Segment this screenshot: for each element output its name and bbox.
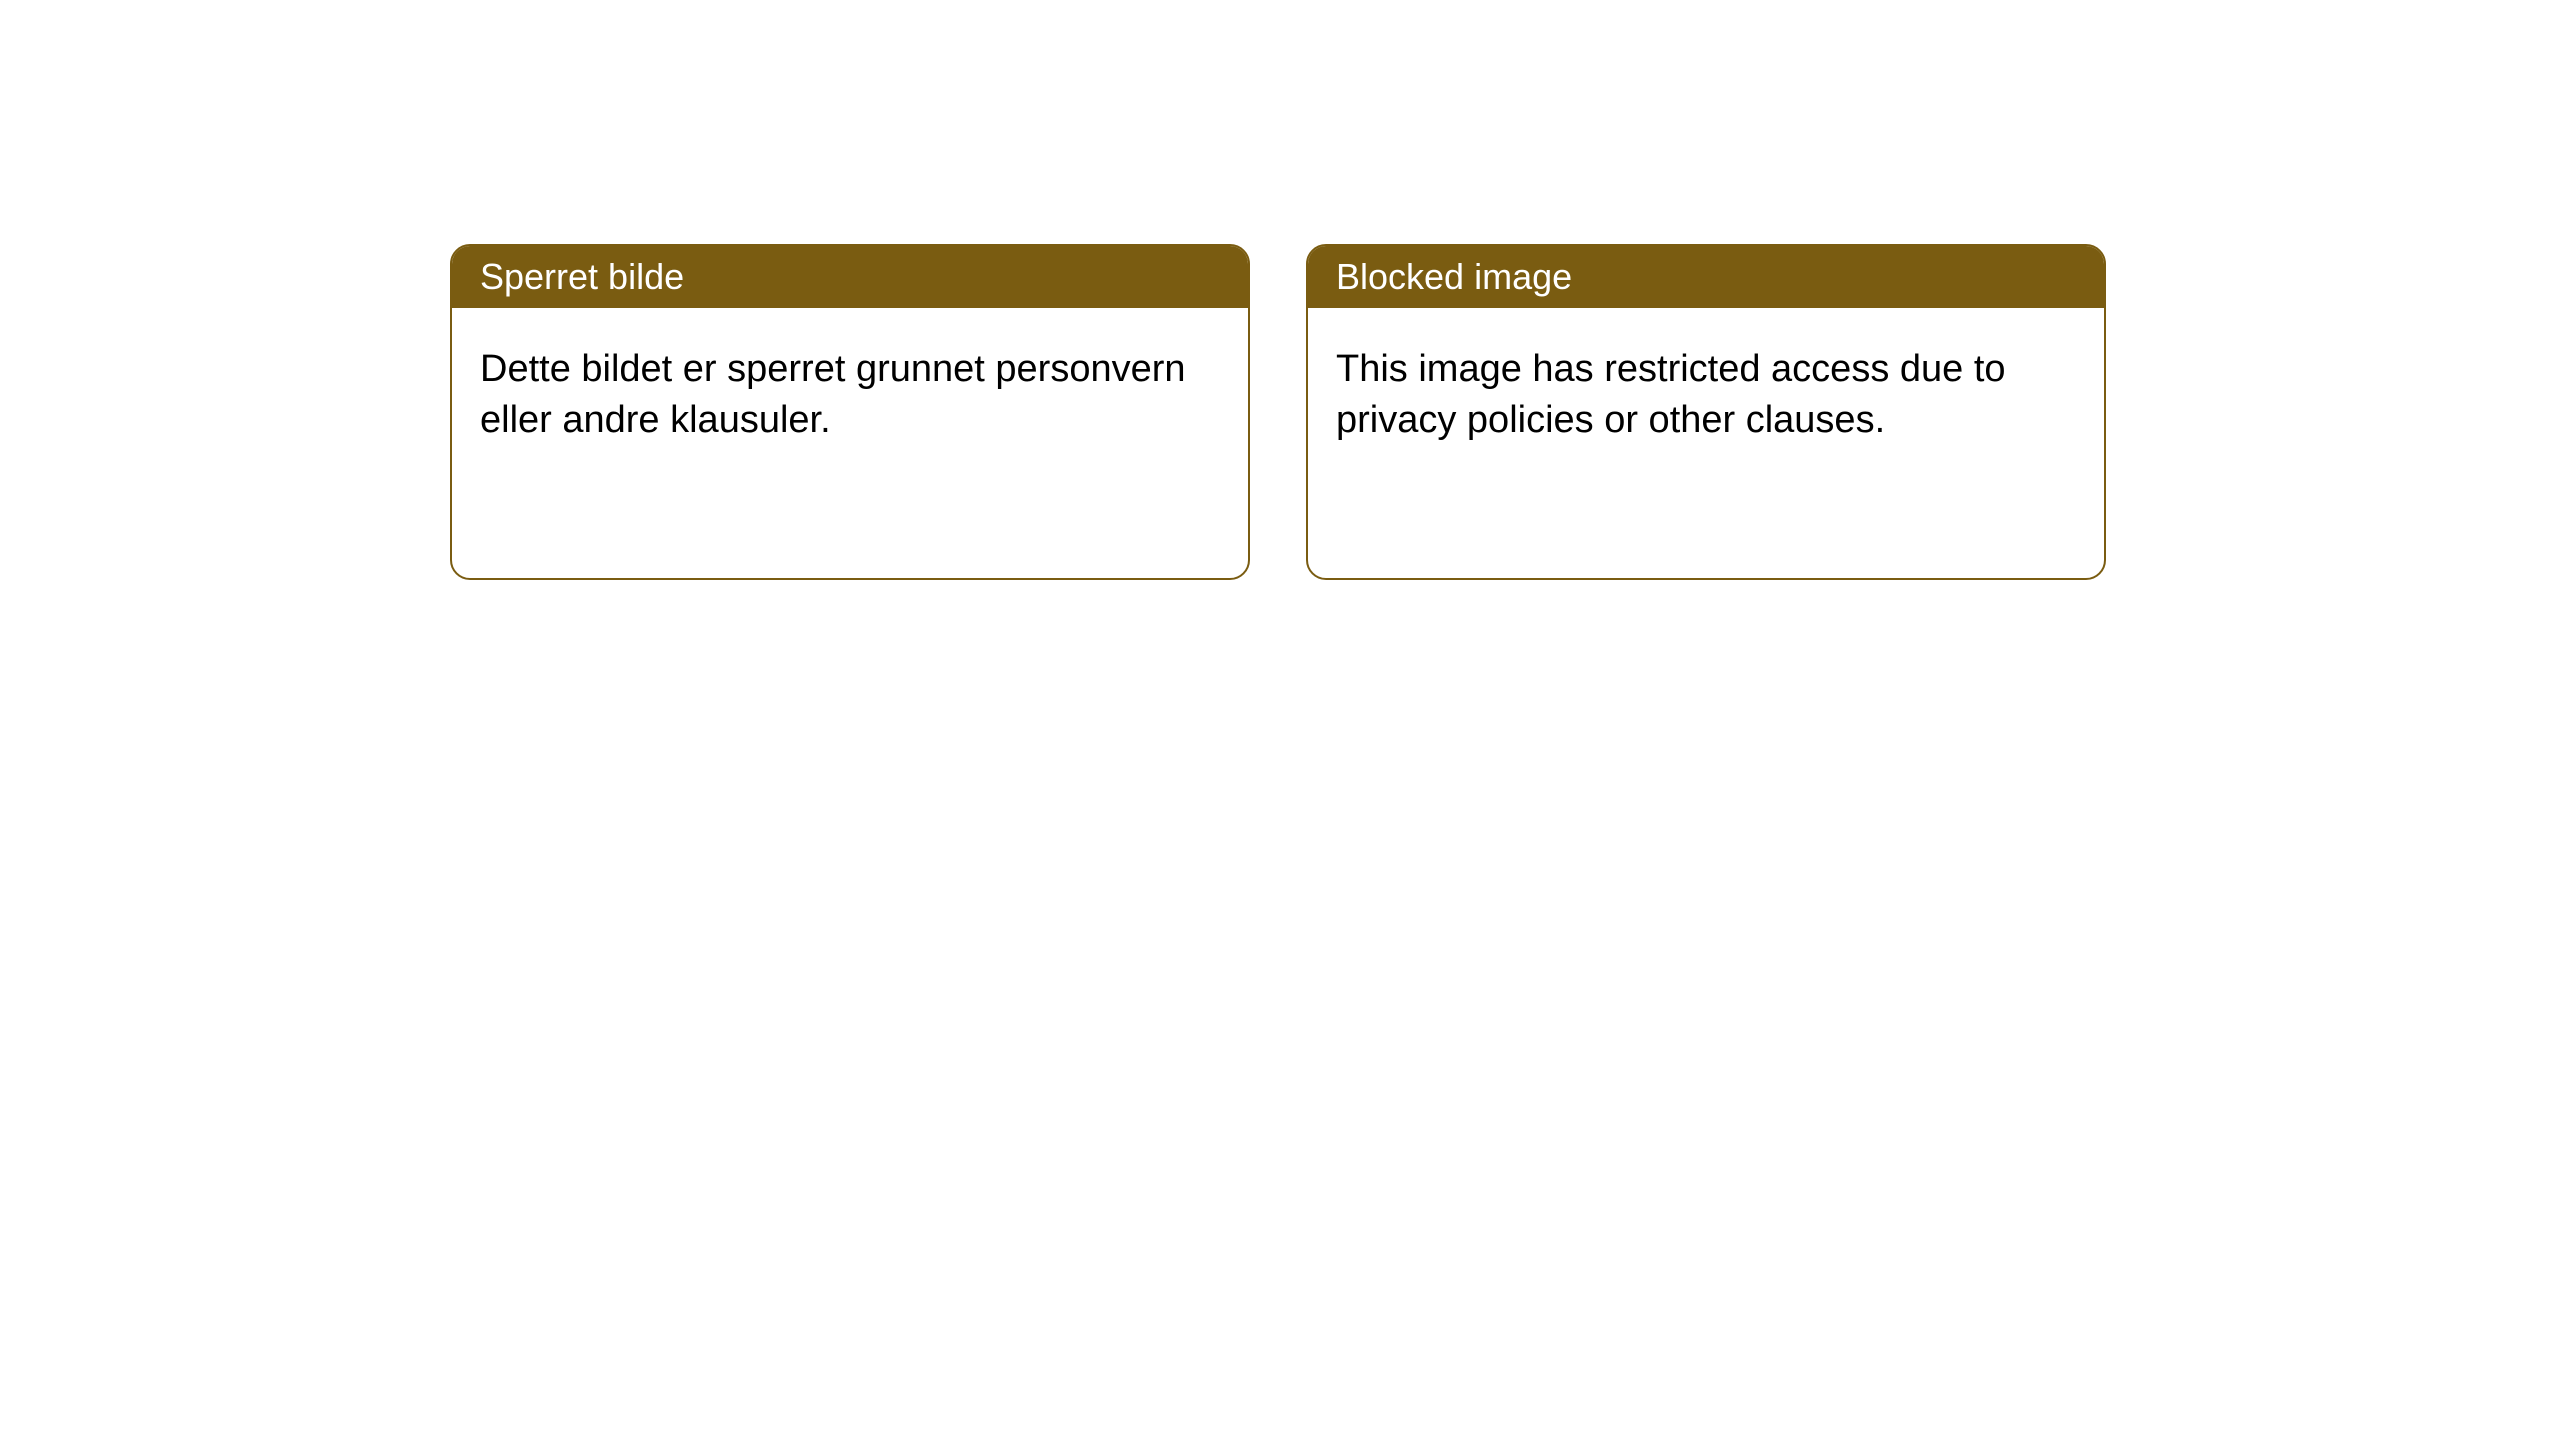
cards-container: Sperret bilde Dette bildet er sperret gr… [450, 244, 2106, 580]
card-body-text: This image has restricted access due to … [1336, 348, 2006, 441]
notice-card-english: Blocked image This image has restricted … [1306, 244, 2106, 580]
card-header: Blocked image [1308, 246, 2104, 308]
notice-card-norwegian: Sperret bilde Dette bildet er sperret gr… [450, 244, 1250, 580]
card-header: Sperret bilde [452, 246, 1248, 308]
card-header-text: Blocked image [1336, 256, 1572, 297]
card-body-text: Dette bildet er sperret grunnet personve… [480, 348, 1186, 441]
card-body: This image has restricted access due to … [1308, 308, 2104, 483]
card-header-text: Sperret bilde [480, 256, 684, 297]
card-body: Dette bildet er sperret grunnet personve… [452, 308, 1248, 483]
